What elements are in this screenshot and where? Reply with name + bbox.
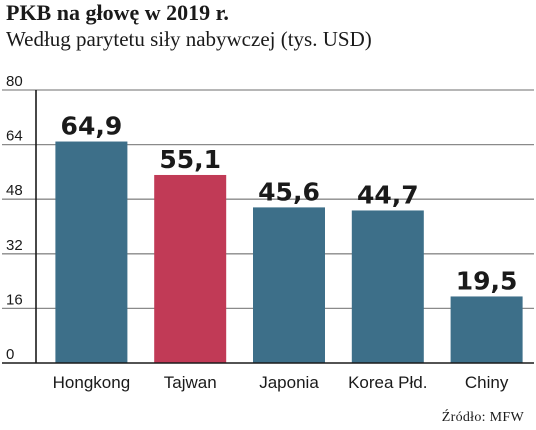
x-tick-label: Korea Płd. <box>348 373 427 392</box>
bar <box>55 141 128 363</box>
y-tick-label: 0 <box>6 346 14 363</box>
data-label: 45,6 <box>258 177 320 206</box>
x-tick-label: Chiny <box>465 373 509 392</box>
chart-subtitle: Według parytetu siły nabywczej (tys. USD… <box>6 27 372 51</box>
x-tick-label: Japonia <box>259 373 319 392</box>
bar <box>253 207 325 363</box>
y-tick-label: 16 <box>6 291 23 308</box>
data-label: 19,5 <box>456 266 518 295</box>
bar <box>154 174 227 363</box>
y-tick-label: 32 <box>6 237 23 254</box>
y-tick-label: 64 <box>6 128 23 145</box>
data-label: 44,7 <box>357 180 419 209</box>
data-label: 64,9 <box>61 112 123 141</box>
y-tick-label: 48 <box>6 182 23 199</box>
x-tick-label: Hongkong <box>53 373 131 392</box>
chart-title: PKB na głowę w 2019 r. <box>6 0 229 25</box>
data-label: 55,1 <box>159 145 221 174</box>
bar <box>450 296 523 363</box>
bar <box>351 210 424 363</box>
source-note: Źródło: MFW <box>441 410 524 425</box>
x-tick-label: Tajwan <box>164 373 217 392</box>
y-tick-label: 80 <box>6 73 23 90</box>
